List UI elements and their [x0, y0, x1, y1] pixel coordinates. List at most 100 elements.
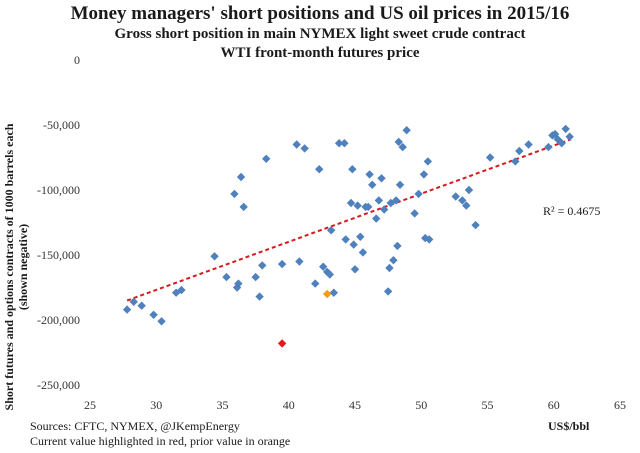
chart-title: Money managers' short positions and US o…	[70, 3, 570, 24]
trendline-group	[126, 138, 572, 302]
x-tick-label: 55	[482, 398, 494, 412]
data-point	[177, 285, 186, 295]
data-point	[425, 235, 434, 244]
data-point	[325, 270, 335, 279]
data-point	[410, 209, 419, 218]
data-point	[379, 205, 389, 214]
footnote-sources: Sources: CFTC, NYMEX, @JKempEnergy	[30, 419, 240, 433]
data-point	[402, 126, 411, 135]
r-squared-label: R² = 0.4675	[543, 204, 601, 218]
data-point	[292, 140, 301, 149]
data-point	[414, 189, 423, 199]
data-point	[462, 201, 471, 210]
data-point	[262, 154, 271, 163]
x-tick-label: 65	[614, 398, 626, 412]
data-point	[222, 272, 231, 282]
data-point	[368, 180, 377, 189]
data-point	[239, 202, 248, 212]
data-point	[364, 202, 373, 212]
data-point	[171, 288, 181, 297]
data-point	[157, 317, 166, 326]
data-point	[471, 220, 480, 230]
data-point	[277, 259, 287, 269]
data-point	[258, 261, 267, 270]
trendline	[126, 138, 572, 302]
current-data-point	[277, 339, 287, 348]
data-point	[385, 263, 394, 273]
y-axis-label-sub: (shown negative)	[16, 224, 30, 310]
data-point	[389, 256, 398, 265]
data-point	[398, 142, 407, 152]
data-point	[326, 226, 336, 235]
data-point	[458, 196, 467, 205]
data-point	[137, 301, 146, 310]
data-point	[524, 140, 533, 149]
footnote-highlight-note: Current value highlighted in red, prior …	[30, 434, 291, 448]
data-point	[423, 157, 433, 166]
data-point	[511, 157, 520, 166]
data-point	[346, 198, 356, 208]
data-point	[315, 165, 324, 174]
x-tick-label: 25	[84, 398, 96, 412]
prior-data-point	[322, 289, 332, 299]
y-tick-label: -100,000	[37, 183, 80, 197]
data-point	[550, 129, 560, 139]
data-point	[311, 279, 320, 288]
data-point	[230, 189, 239, 199]
data-point	[319, 262, 328, 271]
y-tick-label: 0	[74, 53, 80, 67]
data-point	[255, 292, 264, 301]
data-point	[348, 165, 357, 174]
data-point	[122, 305, 132, 314]
data-point	[236, 172, 246, 182]
x-tick-label: 45	[349, 398, 361, 412]
y-axis-label: Short futures and options contracts of 1…	[2, 123, 16, 410]
data-point	[391, 196, 401, 205]
data-point	[210, 252, 219, 261]
data-point	[553, 135, 562, 144]
data-point	[419, 170, 429, 179]
data-point	[515, 146, 524, 156]
data-point	[374, 196, 384, 205]
data-point	[300, 144, 309, 153]
data-point	[251, 272, 260, 282]
x-tick-label: 40	[283, 398, 295, 412]
data-point	[129, 297, 138, 306]
data-point	[394, 137, 403, 147]
footnote: Sources: CFTC, NYMEX, @JKempEnergy Curre…	[30, 419, 290, 449]
data-point	[372, 214, 381, 223]
data-point	[451, 192, 460, 201]
data-point	[149, 310, 158, 319]
data-point	[341, 235, 350, 244]
data-point	[353, 201, 362, 210]
data-point	[234, 279, 243, 288]
x-tick-label: 30	[150, 398, 162, 412]
y-tick-label: -150,000	[37, 248, 80, 262]
chart-subtitle-1: Gross short position in main NYMEX light…	[114, 26, 526, 42]
data-point	[557, 139, 566, 148]
data-point	[386, 198, 395, 208]
data-point	[340, 139, 349, 148]
data-point	[358, 248, 368, 257]
data-point	[377, 174, 386, 183]
x-tick-label: 60	[548, 398, 560, 412]
data-point	[350, 265, 360, 274]
points-group	[122, 124, 574, 348]
data-point	[485, 153, 495, 162]
data-point	[464, 185, 474, 195]
chart-subtitle-2: WTI front-month futures price	[220, 45, 420, 61]
x-tick-label: 50	[415, 398, 427, 412]
x-tick-label: 35	[217, 398, 229, 412]
y-tick-label: -200,000	[37, 313, 80, 327]
data-point	[295, 257, 304, 266]
data-point	[393, 241, 402, 251]
data-point	[334, 139, 344, 148]
data-point	[565, 132, 574, 141]
y-tick-label: -250,000	[37, 378, 80, 392]
data-point	[349, 240, 358, 249]
data-point	[329, 288, 338, 297]
data-point	[383, 287, 393, 296]
data-point	[395, 180, 405, 189]
x-axis-label: US$/bbl	[548, 419, 590, 433]
axes-group: 25 30 35 40 45 50 55 60 65 0 -50,000 -100,000 -150,0…	[37, 53, 626, 412]
